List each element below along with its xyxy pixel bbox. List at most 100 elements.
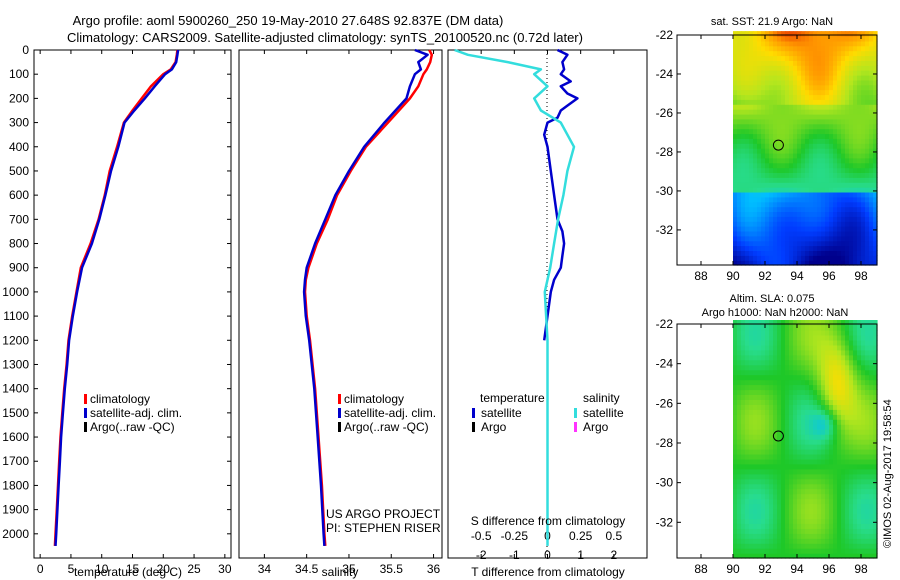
map-grid-cell	[737, 65, 742, 71]
map-grid-cell	[833, 325, 838, 331]
map-grid-cell	[825, 118, 830, 125]
map-grid-cell	[741, 409, 746, 415]
map-grid-cell	[857, 483, 862, 490]
map-grid-cell	[849, 50, 854, 57]
map-grid-cell	[773, 230, 778, 237]
map-grid-cell	[833, 429, 838, 435]
map-grid-cell	[761, 458, 766, 465]
map-grid-cell	[833, 157, 838, 164]
map-grid-cell	[809, 478, 814, 485]
map-grid-cell	[809, 240, 814, 247]
map-grid-cell	[865, 260, 870, 266]
map-grid-cell	[857, 538, 862, 544]
map-grid-cell	[841, 172, 846, 178]
map-grid-cell	[813, 508, 818, 514]
map-grid-cell	[829, 444, 834, 450]
map-grid-cell	[749, 172, 754, 178]
salinity-panel: 34 34.5 35 35.5 36 salinity climatology sate…	[238, 48, 443, 579]
map-grid-cell	[737, 133, 742, 139]
map-grid-cell	[765, 389, 770, 395]
map-grid-cell	[785, 143, 790, 149]
map-grid-cell	[781, 359, 786, 366]
map-grid-cell	[829, 206, 834, 212]
map-grid-cell	[769, 543, 774, 549]
map-grid-cell	[829, 518, 834, 524]
map-grid-cell	[817, 488, 822, 495]
map-grid-cell	[821, 349, 826, 356]
figure-title-line2: Climatology: CARS2009. Satellite-adjuste…	[67, 30, 583, 45]
map-grid-cell	[821, 538, 826, 544]
map-grid-cell	[829, 118, 834, 125]
map-grid-cell	[805, 152, 810, 159]
map-grid-cell	[753, 162, 758, 169]
depth-tick-label: 900	[9, 261, 29, 275]
map-grid-cell	[829, 201, 834, 208]
map-grid-cell	[873, 152, 878, 159]
map-grid-cell	[737, 84, 742, 91]
map-grid-cell	[829, 162, 834, 169]
map-grid-cell	[817, 444, 822, 450]
map-grid-cell	[745, 493, 750, 500]
legend-swatch-sal-satellite	[574, 408, 577, 418]
map-grid-cell	[805, 148, 810, 154]
map-grid-cell	[765, 364, 770, 371]
map-grid-cell	[805, 65, 810, 71]
map-grid-cell	[837, 196, 842, 203]
map-grid-cell	[737, 226, 742, 232]
map-grid-cell	[853, 133, 858, 139]
map-grid-cell	[833, 344, 838, 351]
map-grid-cell	[817, 138, 822, 144]
map-grid-cell	[805, 424, 810, 430]
map-grid-cell	[745, 240, 750, 247]
map-grid-cell	[765, 463, 770, 470]
map-grid-cell	[865, 40, 870, 47]
map-grid-cell	[733, 235, 738, 242]
map-grid-cell	[797, 187, 802, 193]
map-grid-cell	[805, 123, 810, 130]
map-grid-cell	[765, 65, 770, 71]
map-x-tick-label: 96	[822, 562, 836, 576]
map-grid-cell	[741, 483, 746, 490]
map-grid-cell	[773, 172, 778, 178]
map-grid-cell	[869, 533, 874, 539]
map-grid-cell	[853, 369, 858, 376]
map-grid-cell	[833, 172, 838, 178]
map-grid-cell	[793, 458, 798, 465]
map-grid-cell	[841, 250, 846, 256]
map-grid-cell	[841, 40, 846, 47]
depth-tick-label: 1700	[2, 454, 29, 468]
map-grid-cell	[853, 458, 858, 465]
map-grid-cell	[757, 334, 762, 341]
map-grid-cell	[825, 548, 830, 554]
map-grid-cell	[853, 50, 858, 57]
map-grid-cell	[821, 409, 826, 415]
map-grid-cell	[757, 235, 762, 242]
map-grid-cell	[853, 493, 858, 500]
map-grid-cell	[857, 349, 862, 356]
map-grid-cell	[781, 543, 786, 549]
map-grid-cell	[817, 414, 822, 420]
map-grid-cell	[869, 518, 874, 524]
map-grid-cell	[793, 344, 798, 351]
map-grid-cell	[749, 344, 754, 351]
map-grid-cell	[789, 70, 794, 76]
map-grid-cell	[785, 79, 790, 86]
map-grid-cell	[785, 448, 790, 455]
map-grid-cell	[749, 148, 754, 154]
map-grid-cell	[861, 463, 866, 470]
series-line-salinity-satellite	[454, 48, 576, 546]
map-grid-cell	[869, 503, 874, 510]
series-line-satellite-adj-clim-	[54, 49, 180, 546]
map-grid-cell	[857, 419, 862, 425]
map-grid-cell	[841, 384, 846, 391]
map-grid-cell	[737, 394, 742, 400]
map-grid-cell	[737, 118, 742, 125]
map-grid-cell	[845, 448, 850, 455]
map-grid-cell	[761, 152, 766, 159]
map-grid-cell	[849, 429, 854, 435]
map-grid-cell	[853, 167, 858, 173]
map-grid-cell	[805, 414, 810, 420]
map-grid-cell	[741, 379, 746, 386]
map-grid-cell	[817, 349, 822, 356]
map-grid-cell	[829, 409, 834, 415]
